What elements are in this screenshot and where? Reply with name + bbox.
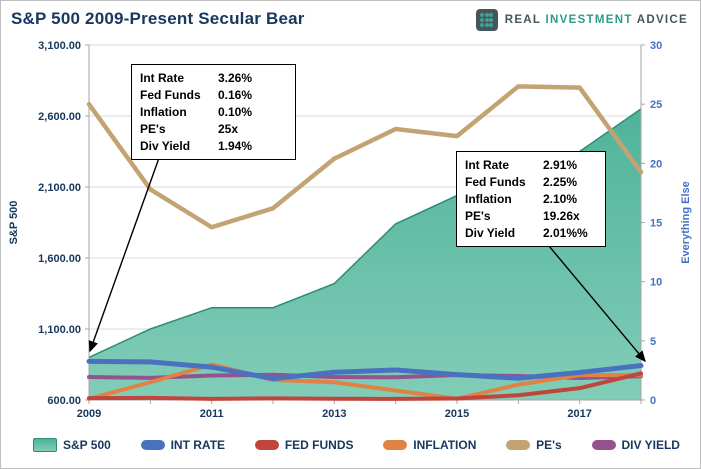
- brand-logo-text: REAL INVESTMENT ADVICE: [505, 14, 688, 26]
- brand-logo-icon: [475, 9, 498, 31]
- x-axis-tick-label: 2011: [200, 408, 224, 420]
- legend-label: FED FUNDS: [284, 438, 354, 452]
- right-axis-title: Everything Else: [680, 181, 692, 264]
- left-axis-tick-label: 1,100.00: [38, 324, 81, 336]
- right-axis-tick-label: 20: [650, 158, 662, 170]
- annotation-label: Fed Funds: [140, 88, 201, 102]
- legend-swatch: [383, 440, 408, 450]
- left-axis-tick-label: 3,100.00: [38, 40, 81, 52]
- annotation-label: PE's: [465, 209, 491, 223]
- legend-item-s-p-500: S&P 500: [33, 438, 111, 452]
- annotation-label: Div Yield: [140, 139, 191, 153]
- right-axis-tick-label: 10: [650, 277, 662, 289]
- annotation-value: 2.91%: [543, 158, 578, 172]
- annotation-value: 2.25%: [543, 175, 578, 189]
- x-axis-tick-label: 2017: [567, 408, 591, 420]
- annotation-value: 25x: [218, 122, 239, 136]
- logo-word-investment: INVESTMENT: [545, 14, 633, 26]
- right-axis-tick-label: 15: [650, 218, 662, 230]
- annotation-label: Fed Funds: [465, 175, 526, 189]
- line-pe-s: [86, 84, 644, 230]
- left-axis-title: S&P 500: [8, 201, 20, 245]
- legend-item-div-yield: DIV YIELD: [591, 438, 680, 452]
- annotation-label: PE's: [140, 122, 166, 136]
- annotation-label: Int Rate: [465, 158, 510, 172]
- annotation-value: 1.94%: [218, 139, 253, 153]
- brand-logo: REAL INVESTMENT ADVICE: [475, 9, 688, 31]
- left-axis-tick-label: 1,600.00: [38, 253, 81, 265]
- logo-word-advice: ADVICE: [636, 14, 688, 26]
- right-axis-tick-label: 0: [650, 395, 656, 407]
- legend-swatch: [140, 440, 165, 450]
- legend-label: INT RATE: [170, 438, 226, 452]
- annotation-arrow: [88, 157, 160, 353]
- legend-swatch: [254, 440, 279, 450]
- legend-item-int-rate: INT RATE: [140, 438, 226, 452]
- annotation-box-2018: Int Rate 2.91% Fed Funds 2.25% Inflation 2.10…: [456, 151, 606, 247]
- annotation-label: Int Rate: [140, 71, 185, 85]
- annotation-arrow: [548, 245, 646, 363]
- left-axis-tick-label: 600.00: [47, 395, 81, 407]
- annotation-value: 2.10%: [543, 192, 578, 206]
- left-axis-tick-label: 2,600.00: [38, 111, 81, 123]
- annotation-label: Inflation: [140, 105, 187, 119]
- annotation-value: 2.01%%: [543, 226, 588, 240]
- right-axis-tick-label: 5: [650, 336, 656, 348]
- line-fed-funds: [87, 371, 643, 401]
- x-axis-tick-label: 2009: [77, 408, 101, 420]
- legend-label: S&P 500: [63, 438, 111, 452]
- annotation-box-2009: Int Rate 3.26% Fed Funds 0.16% Inflation 0.10…: [131, 64, 296, 160]
- page-title: S&P 500 2009-Present Secular Bear: [11, 9, 305, 28]
- annotation-label: Inflation: [465, 192, 512, 206]
- legend-swatch: [33, 438, 57, 452]
- legend-swatch: [506, 440, 531, 450]
- x-axis-tick-label: 2013: [322, 408, 346, 420]
- annotation-value: 0.10%: [218, 105, 253, 119]
- right-axis-tick-label: 25: [650, 99, 662, 111]
- annotation-value: 19.26x: [543, 209, 580, 223]
- annotation-value: 3.26%: [218, 71, 253, 85]
- legend-item-fed-funds: FED FUNDS: [254, 438, 354, 452]
- annotation-value: 0.16%: [218, 88, 253, 102]
- legend-item-pe-s: PE's: [506, 438, 562, 452]
- legend: S&P 500 INT RATE FED FUNDS INFLATION PE's DIV…: [33, 431, 680, 459]
- legend-label: INFLATION: [413, 438, 477, 452]
- logo-word-real: REAL: [504, 14, 542, 26]
- legend-label: DIV YIELD: [621, 438, 680, 452]
- annotation-label: Div Yield: [465, 226, 516, 240]
- right-axis-tick-label: 30: [650, 40, 662, 52]
- legend-label: PE's: [536, 438, 562, 452]
- legend-item-inflation: INFLATION: [383, 438, 476, 452]
- x-axis-tick-label: 2015: [445, 408, 469, 420]
- left-axis-tick-label: 2,100.00: [38, 182, 81, 194]
- line-inflation: [87, 362, 643, 401]
- line-int-rate: [86, 358, 644, 382]
- legend-swatch: [591, 440, 616, 450]
